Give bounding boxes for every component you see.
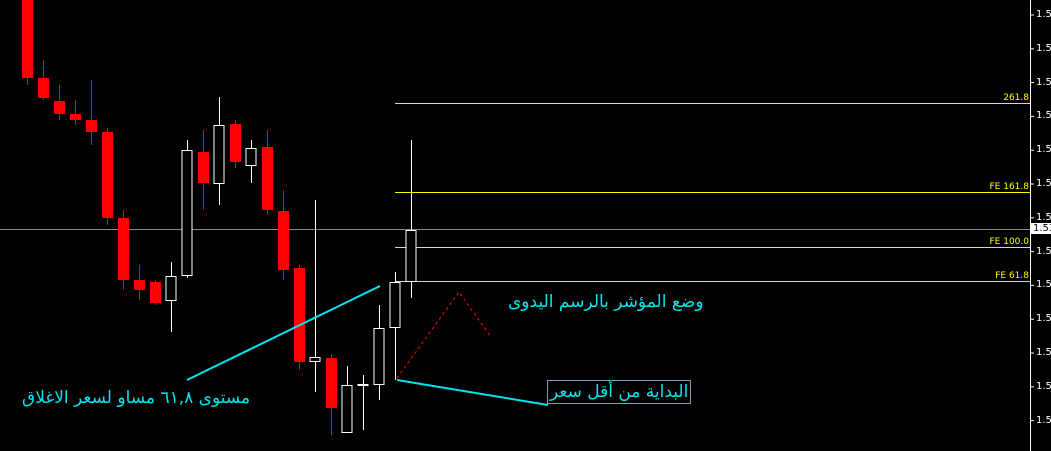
bull-candle-body [181, 150, 193, 276]
price-tick-label: 1.53 [1036, 76, 1051, 88]
note-start-lowest: البداية من أقل سعر [547, 380, 692, 404]
bear-candle-body [198, 152, 209, 183]
price-tick-label: 1.53 [1036, 42, 1051, 54]
price-tick-label: 1.52 [1036, 313, 1051, 325]
current-price-label: 1.53 [1031, 223, 1051, 234]
bear-candle-body [118, 218, 129, 280]
trendline-start [396, 379, 549, 406]
bear-candle-body [86, 120, 97, 132]
price-tick-label: 1.54 [1036, 9, 1051, 20]
bull-candle-body [389, 282, 401, 328]
price-tick-label: 1.53 [1036, 211, 1051, 223]
bull-candle-body [405, 230, 417, 282]
price-tick-label: 1.53 [1036, 279, 1051, 291]
bear-candle-body [134, 280, 145, 290]
bull-candle-body [165, 276, 177, 301]
price-tick-label: 1.53 [1036, 245, 1051, 257]
bull-candle-body [341, 385, 353, 433]
bear-candle-body [102, 132, 113, 218]
bear-candle-body [230, 124, 241, 162]
price-tick-label: 1.53 [1036, 178, 1051, 189]
bear-candle-body [294, 268, 305, 362]
bear-candle-body [70, 114, 81, 120]
bear-candle-body [278, 211, 289, 270]
price-tick-label: 1.52 [1036, 414, 1051, 426]
bear-candle-body [54, 101, 65, 114]
price-tick-label: 1.52 [1036, 380, 1051, 392]
note-place-indicator: وضع المؤشر بالرسم اليدوى [508, 292, 704, 312]
fib-label-161: FE 161.8 [989, 182, 1030, 192]
fib-label-61: FE 61.8 [995, 271, 1029, 281]
bear-candle-body [38, 78, 49, 98]
bull-candle-body [373, 328, 385, 385]
price-tick-label: 1.53 [1036, 110, 1051, 122]
trendline-618 [186, 285, 381, 381]
price-tick-label: 1.53 [1036, 144, 1051, 156]
bull-candle-body [213, 125, 225, 184]
bull-candle-body [357, 384, 369, 386]
bear-candle-body [150, 282, 161, 303]
bear-candle-body [262, 147, 273, 210]
fib-label-261: 261.8 [1003, 93, 1029, 103]
bull-candle-body [245, 148, 257, 166]
bull-candle-body [309, 357, 321, 362]
bear-candle-body [326, 358, 337, 408]
bear-candle-body [22, 0, 33, 78]
fib-label-100: FE 100.0 [989, 237, 1030, 247]
fibo-expansion-path [396, 291, 492, 379]
price-tick-label: 1.52 [1036, 347, 1051, 358]
note-level-618: مستوى ٦١,٨ مساو لسعر الاغلاق [22, 388, 251, 408]
